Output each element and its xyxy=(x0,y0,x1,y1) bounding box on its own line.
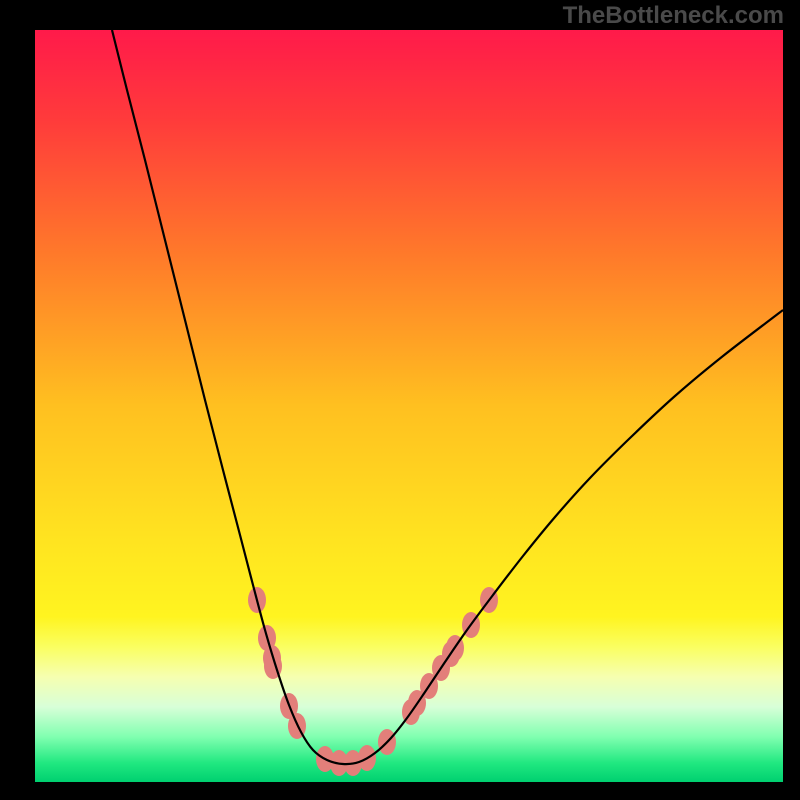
chart-container: TheBottleneck.com xyxy=(0,0,800,800)
plot-area xyxy=(35,30,783,782)
gradient-background xyxy=(35,30,783,782)
watermark-text: TheBottleneck.com xyxy=(563,2,784,30)
plot-svg xyxy=(35,30,783,782)
